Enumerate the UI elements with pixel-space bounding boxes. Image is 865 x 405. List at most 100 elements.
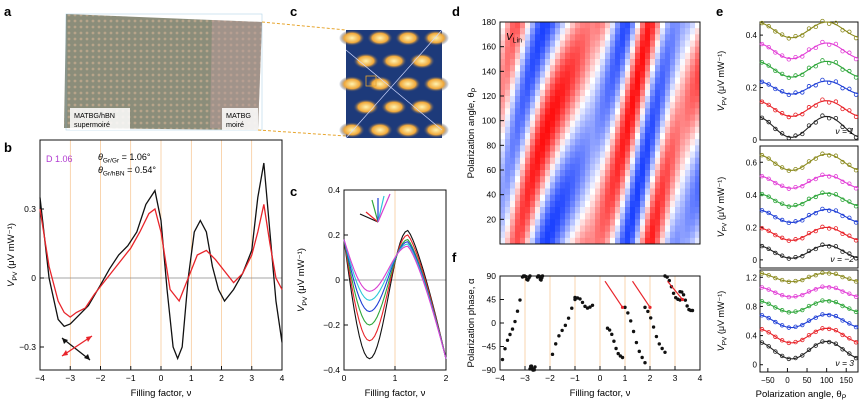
heatmap-cell: [620, 83, 626, 91]
data-point: [813, 156, 818, 161]
heatmap-cell: [695, 200, 701, 208]
data-point: [505, 338, 510, 342]
device-label: D 1.06: [46, 154, 73, 164]
heatmap-cell: [515, 188, 521, 196]
y-axis-label-sub: PV: [722, 96, 729, 105]
data-point: [779, 235, 785, 241]
heatmap-cell: [695, 126, 701, 134]
heatmap-cell: [600, 163, 606, 171]
heatmap-cell: [575, 59, 581, 66]
data-point: [614, 346, 618, 351]
heatmap-cell: [550, 157, 556, 165]
heatmap-cell: [570, 200, 576, 208]
heatmap-cell: [635, 77, 641, 85]
heatmap-cell: [635, 108, 641, 115]
heatmap-cell: [610, 145, 616, 152]
heatmap-cell: [525, 77, 531, 85]
heatmap-cell: [535, 133, 541, 140]
data-point: [779, 32, 785, 37]
heatmap-cell: [595, 52, 601, 60]
heatmap-cell: [520, 145, 526, 152]
heatmap-cell: [580, 126, 586, 134]
heatmap-cell: [650, 77, 656, 85]
heatmap-cell: [520, 170, 526, 177]
heatmap-cell: [660, 28, 666, 35]
heatmap-cell: [615, 139, 621, 146]
heatmap-cell: [685, 176, 691, 183]
heatmap-cell: [615, 170, 621, 177]
heatmap-cell: [575, 200, 581, 208]
lattice-blob: [339, 30, 365, 46]
heatmap-cell: [685, 114, 691, 122]
heatmap-cell: [580, 170, 586, 177]
heatmap-cell: [510, 207, 516, 214]
heatmap-cell: [610, 231, 616, 239]
heatmap-cell: [655, 139, 661, 146]
heatmap-cell: [635, 200, 641, 208]
heatmap-cell: [545, 71, 551, 78]
heatmap-cell: [560, 65, 566, 72]
heatmap-cell: [515, 219, 521, 226]
x-tick-label: −3: [520, 373, 530, 383]
heatmap-cell: [535, 145, 541, 152]
label-moire-2: moiré: [226, 120, 244, 129]
heatmap-cell: [680, 207, 686, 214]
data-point: [847, 321, 852, 326]
heatmap-cell: [535, 52, 541, 60]
data-point: [759, 41, 765, 47]
data-point: [566, 316, 571, 320]
heatmap-cell: [635, 188, 641, 196]
heatmap-cell: [575, 114, 581, 122]
x-tick-label: 3: [673, 373, 678, 383]
heatmap-cell: [635, 65, 641, 72]
y-axis-label: VPV (μV mW⁻¹): [296, 248, 309, 312]
data-point: [616, 351, 620, 356]
heatmap-cell: [545, 34, 551, 41]
heatmap-cell: [515, 114, 521, 122]
heatmap-cell: [550, 151, 556, 159]
x-tick-label: 0: [159, 373, 164, 383]
heatmap-cell: [535, 213, 541, 220]
heatmap-cell: [640, 71, 646, 78]
heatmap-cell: [505, 28, 511, 35]
heatmap-cell: [520, 114, 526, 122]
heatmap-cell: [510, 52, 516, 60]
heatmap-cell: [645, 170, 651, 177]
theta2-sym: θ: [98, 165, 103, 175]
heatmap-cell: [630, 139, 636, 146]
heatmap-cell: [555, 188, 561, 196]
data-point: [793, 90, 798, 95]
heatmap-cell: [645, 188, 651, 196]
heatmap-cell: [605, 40, 611, 48]
heatmap-cell: [590, 46, 596, 54]
data-point: [847, 68, 852, 74]
heatmap-cell: [510, 126, 516, 134]
heatmap-cell: [595, 108, 601, 115]
heatmap-cell: [630, 108, 636, 115]
heatmap-cell: [535, 96, 541, 103]
heatmap-cell: [570, 83, 576, 91]
heatmap-cell: [605, 108, 611, 115]
data-point: [766, 287, 771, 292]
data-point: [826, 285, 832, 290]
heatmap-cell: [530, 200, 536, 208]
data-point: [847, 291, 852, 296]
data-point: [759, 299, 765, 304]
heatmap-cell: [670, 126, 676, 134]
data-point: [833, 60, 839, 65]
heatmap-cell: [665, 40, 671, 48]
heatmap-cell: [650, 96, 656, 103]
heatmap-cell: [530, 126, 536, 134]
data-point: [820, 339, 825, 344]
heatmap-cell: [610, 170, 616, 177]
heatmap-cell: [655, 126, 661, 134]
heatmap-cell: [620, 133, 626, 140]
heatmap-cell: [525, 46, 531, 54]
heatmap-cell: [680, 151, 686, 159]
data-point: [557, 334, 561, 338]
heatmap-cell: [545, 102, 551, 109]
nu-label: ν = 3: [835, 358, 854, 368]
heatmap-cell: [505, 213, 511, 220]
heatmap-cell: [655, 231, 661, 239]
